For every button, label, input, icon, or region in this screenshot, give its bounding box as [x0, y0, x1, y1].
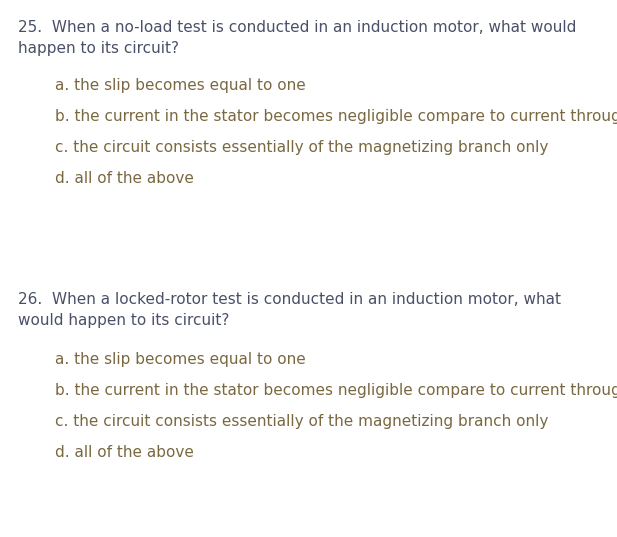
Text: c. the circuit consists essentially of the magnetizing branch only: c. the circuit consists essentially of t… — [55, 140, 549, 155]
Text: 26.  When a locked-rotor test is conducted in an induction motor, what: 26. When a locked-rotor test is conducte… — [18, 292, 561, 307]
Text: a. the slip becomes equal to one: a. the slip becomes equal to one — [55, 78, 306, 93]
Text: b. the current in the stator becomes negligible compare to current through the r: b. the current in the stator becomes neg… — [55, 109, 617, 124]
Text: would happen to its circuit?: would happen to its circuit? — [18, 313, 230, 328]
Text: 25.  When a no-load test is conducted in an induction motor, what would: 25. When a no-load test is conducted in … — [18, 20, 576, 35]
Text: b. the current in the stator becomes negligible compare to current through the r: b. the current in the stator becomes neg… — [55, 383, 617, 398]
Text: d. all of the above: d. all of the above — [55, 445, 194, 460]
Text: a. the slip becomes equal to one: a. the slip becomes equal to one — [55, 352, 306, 367]
Text: c. the circuit consists essentially of the magnetizing branch only: c. the circuit consists essentially of t… — [55, 414, 549, 429]
Text: d. all of the above: d. all of the above — [55, 171, 194, 186]
Text: happen to its circuit?: happen to its circuit? — [18, 41, 179, 56]
